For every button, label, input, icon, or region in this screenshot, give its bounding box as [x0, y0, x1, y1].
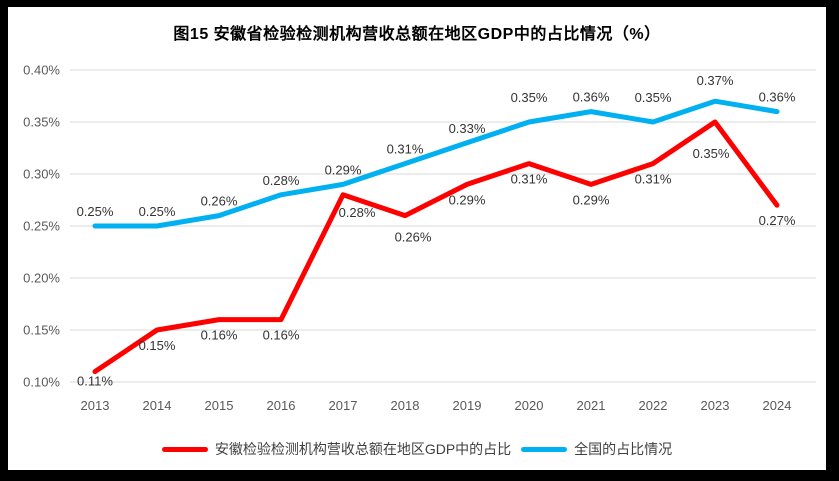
- x-axis-tick-label: 2021: [577, 398, 606, 413]
- data-label-national-2020: 0.35%: [511, 90, 548, 105]
- y-axis-tick-label: 0.15%: [23, 323, 60, 338]
- data-label-national-2014: 0.25%: [139, 204, 176, 219]
- x-axis-tick-label: 2022: [639, 398, 668, 413]
- chart-svg: 0.10% 0.15% 0.20% 0.25% 0.30% 0.35% 0.40% 2013 2…: [23, 63, 816, 413]
- data-label-national-2022: 0.35%: [635, 90, 672, 105]
- legend-label-anhui: 安徽检验检测机构营收总额在地区GDP中的占比: [214, 441, 512, 457]
- series-line-national[interactable]: [92, 98, 780, 229]
- legend-item-anhui[interactable]: 安徽检验检测机构营收总额在地区GDP中的占比: [161, 439, 512, 459]
- data-label-anhui-2015: 0.16%: [201, 328, 238, 343]
- x-axis-tick-label: 2020: [515, 398, 544, 413]
- data-label-national-2024: 0.36%: [759, 90, 796, 105]
- x-axis-tick-label: 2019: [453, 398, 482, 413]
- data-label-national-2016: 0.28%: [263, 173, 300, 188]
- data-label-national-2017: 0.29%: [325, 162, 362, 177]
- chart-canvas: 图15 安徽省检验检测机构营收总额在地区GDP中的占比情况（%） 0.10% 0.…: [8, 7, 826, 470]
- data-label-anhui-2020: 0.31%: [511, 172, 548, 187]
- x-axis-tick-label: 2018: [391, 398, 420, 413]
- data-label-anhui-2017: 0.28%: [339, 205, 376, 220]
- data-label-anhui-2021: 0.29%: [573, 192, 610, 207]
- data-label-national-2018: 0.31%: [387, 142, 424, 157]
- y-axis-tick-label: 0.10%: [23, 375, 60, 390]
- data-label-anhui-2019: 0.29%: [449, 192, 486, 207]
- data-label-anhui-2014: 0.15%: [139, 338, 176, 353]
- data-label-anhui-2023: 0.35%: [693, 146, 730, 161]
- y-axis-tick-label: 0.35%: [23, 115, 60, 130]
- data-label-anhui-2016: 0.16%: [263, 328, 300, 343]
- x-axis-tick-label: 2013: [81, 398, 110, 413]
- y-axis-tick-label: 0.40%: [23, 63, 60, 78]
- x-axis-tick-label: 2017: [329, 398, 358, 413]
- data-label-anhui-2024: 0.27%: [759, 213, 796, 228]
- legend-swatch-anhui: [161, 446, 208, 452]
- legend-item-national[interactable]: 全国的占比情况: [521, 439, 672, 459]
- x-axis-tick-label: 2014: [143, 398, 172, 413]
- data-label-anhui-2018: 0.26%: [395, 230, 432, 245]
- series-line-anhui[interactable]: [92, 119, 780, 375]
- y-axis-tick-label: 0.20%: [23, 271, 60, 286]
- data-label-national-2015: 0.26%: [201, 194, 238, 209]
- x-axis-tick-label: 2024: [763, 398, 792, 413]
- data-label-national-2021: 0.36%: [573, 90, 610, 105]
- data-label-national-2013: 0.25%: [77, 204, 114, 219]
- data-label-anhui-2022: 0.31%: [635, 172, 672, 187]
- data-label-anhui-2013: 0.11%: [77, 374, 113, 389]
- x-axis-tick-label: 2023: [701, 398, 730, 413]
- y-axis-tick-label: 0.30%: [23, 167, 60, 182]
- chart-legend: 安徽检验检测机构营收总额在地区GDP中的占比 全国的占比情况: [8, 439, 826, 459]
- chart-title: 图15 安徽省检验检测机构营收总额在地区GDP中的占比情况（%）: [173, 26, 661, 43]
- data-label-national-2023: 0.37%: [697, 73, 734, 88]
- x-axis-tick-label: 2016: [267, 398, 296, 413]
- y-axis-tick-label: 0.25%: [23, 219, 60, 234]
- legend-label-national: 全国的占比情况: [574, 441, 673, 457]
- x-axis-tick-label: 2015: [205, 398, 234, 413]
- data-label-national-2019: 0.33%: [449, 121, 486, 136]
- legend-swatch-national: [521, 446, 568, 452]
